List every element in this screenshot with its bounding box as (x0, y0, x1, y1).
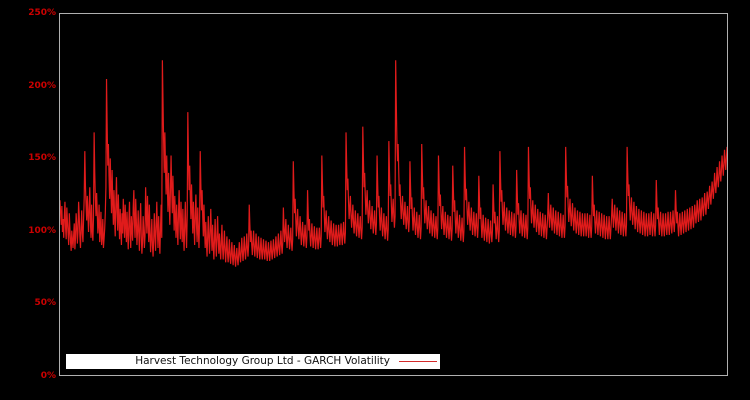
chart-legend: Harvest Technology Group Ltd - GARCH Vol… (66, 354, 440, 369)
y-axis-tick-150: 150% (28, 153, 56, 164)
y-axis-tick-50: 50% (34, 298, 56, 309)
y-axis-tick-200: 200% (28, 80, 56, 91)
legend-entry-label: Harvest Technology Group Ltd - GARCH Vol… (135, 355, 390, 367)
y-axis-tick-0: 0% (40, 371, 56, 381)
y-axis-tick-100: 100% (28, 225, 56, 236)
y-axis-tick-250: 250% (28, 8, 56, 18)
plot-area (59, 13, 728, 376)
garch-volatility-line-series (60, 60, 727, 267)
legend-line-swatch (398, 354, 438, 369)
